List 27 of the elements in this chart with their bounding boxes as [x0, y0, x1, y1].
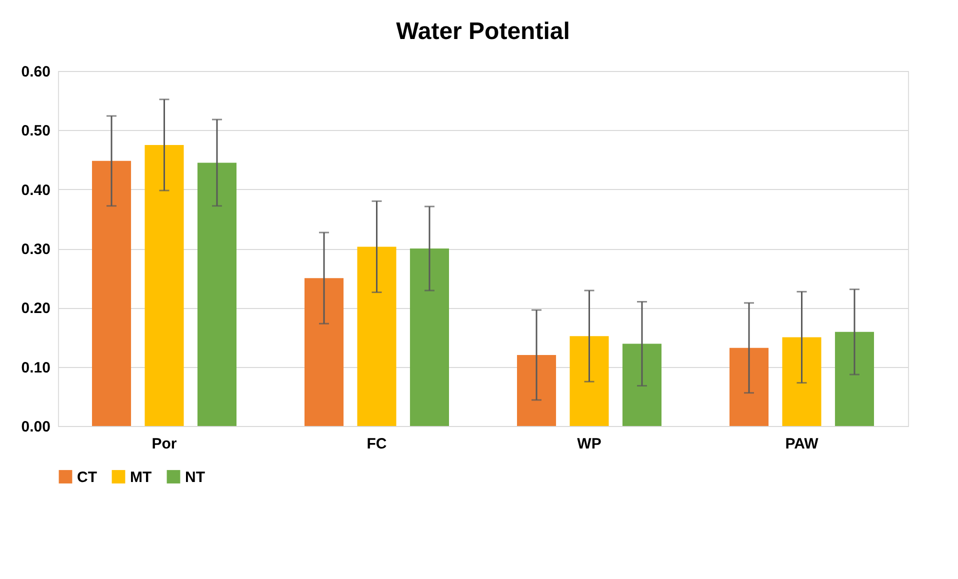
- legend-label: CT: [77, 468, 97, 486]
- bar: [782, 337, 822, 426]
- bar: [357, 246, 396, 426]
- legend-label: NT: [185, 468, 205, 486]
- y-tick-label: 0.20: [21, 300, 50, 318]
- bar: [304, 278, 344, 426]
- x-tick-label: FC: [366, 436, 387, 452]
- x-tick-label: PAW: [785, 436, 820, 452]
- bar: [730, 348, 769, 426]
- bar: [197, 162, 236, 426]
- y-tick-label: 0.60: [21, 64, 50, 80]
- bar: [570, 336, 609, 426]
- bar: [834, 332, 874, 426]
- x-tick-label: Por: [152, 436, 177, 452]
- y-tick-label: 0.00: [21, 418, 50, 436]
- bar: [144, 144, 184, 426]
- x-tick-label: WP: [577, 436, 602, 452]
- y-tick-label: 0.40: [21, 182, 50, 199]
- bar: [92, 160, 132, 426]
- y-tick-label: 0.30: [21, 241, 50, 258]
- bar: [410, 248, 449, 426]
- bar: [622, 344, 662, 426]
- chart-title: Water Potential: [396, 18, 570, 45]
- y-tick-label: 0.50: [21, 122, 50, 140]
- bar: [517, 355, 556, 426]
- legend-label: MT: [130, 468, 152, 486]
- y-tick-label: 0.10: [21, 359, 50, 376]
